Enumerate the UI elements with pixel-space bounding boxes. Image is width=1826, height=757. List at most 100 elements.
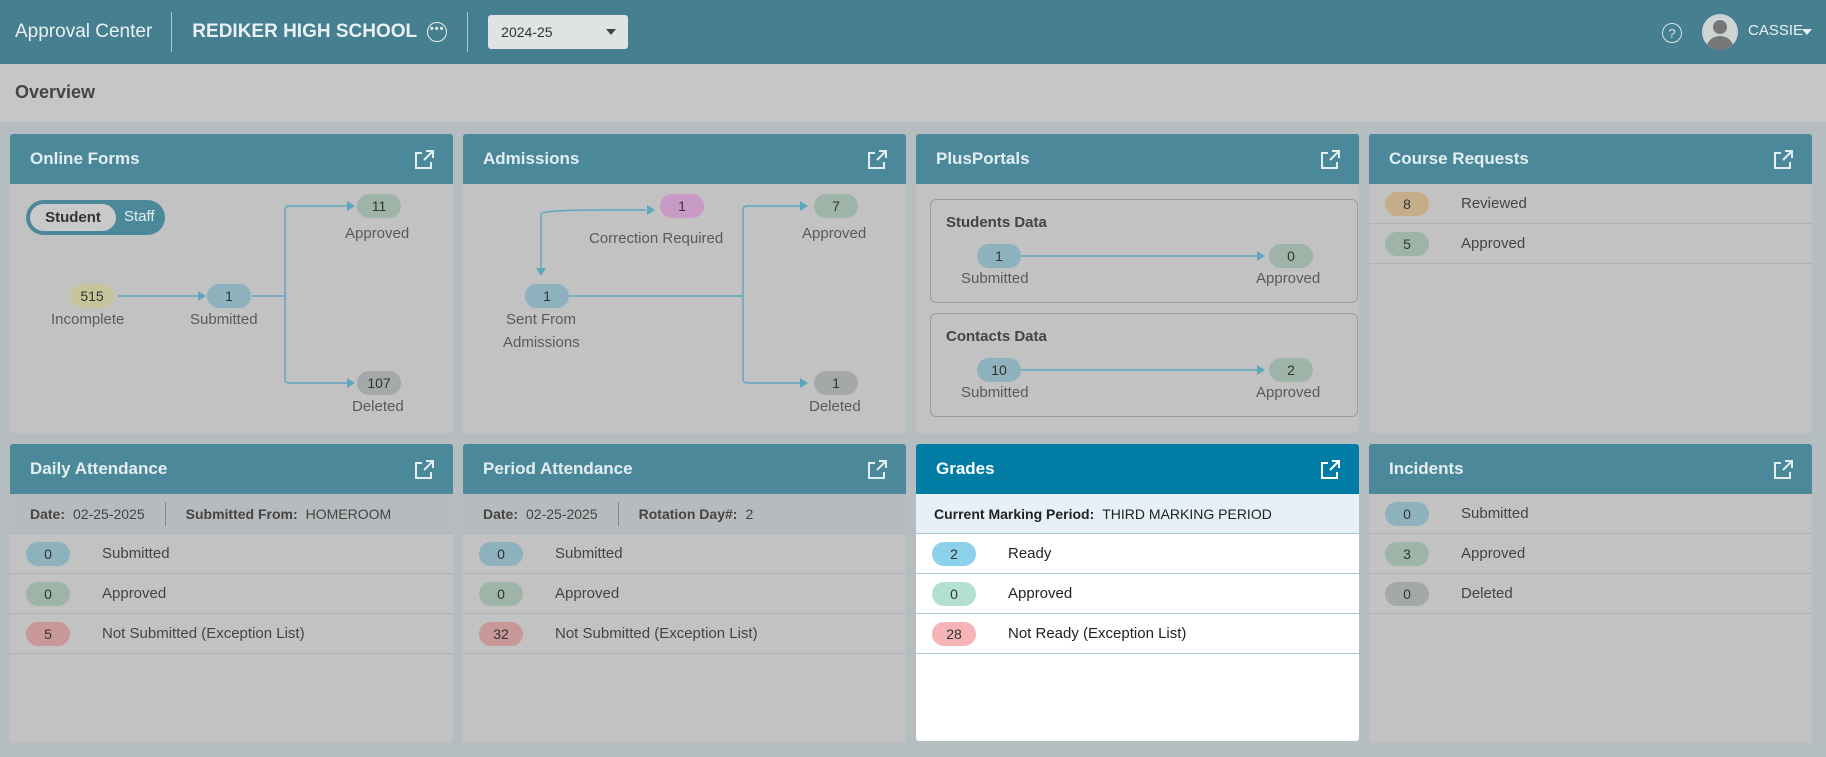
list-item-submitted[interactable]: 0 Submitted xyxy=(1369,494,1812,534)
incidents-panel: Incidents 0 Submitted 3 Approved 0 Delet… xyxy=(1369,444,1812,743)
students-submitted-count[interactable]: 1 xyxy=(977,244,1021,268)
open-external-icon[interactable] xyxy=(1772,459,1794,481)
approved-count[interactable]: 7 xyxy=(814,194,858,218)
contacts-approved-label: Approved xyxy=(1256,384,1321,401)
school-selector[interactable]: REDIKER HIGH SCHOOL ••• xyxy=(172,21,467,43)
toggle-staff[interactable]: Staff xyxy=(124,208,155,225)
panel-title: Course Requests xyxy=(1389,149,1529,168)
panel-title: Daily Attendance xyxy=(30,459,168,478)
approved-count[interactable]: 0 xyxy=(932,581,976,606)
user-menu-chevron-icon[interactable] xyxy=(1802,29,1812,35)
attendance-info-bar: Date: 02-25-2025 Rotation Day#: 2 xyxy=(463,494,906,534)
not-ready-count[interactable]: 28 xyxy=(932,621,976,646)
rotation-day-label: Rotation Day#: xyxy=(638,505,738,522)
panel-header: Admissions xyxy=(463,134,906,184)
student-staff-toggle[interactable]: Student Staff xyxy=(26,200,165,235)
list-item-submitted[interactable]: 0 Submitted xyxy=(463,534,906,574)
contacts-submitted-count[interactable]: 10 xyxy=(977,358,1021,382)
list-item-not-submitted[interactable]: 5 Not Submitted (Exception List) xyxy=(10,614,453,654)
user-name[interactable]: CASSIE xyxy=(1748,22,1804,39)
deleted-count[interactable]: 1 xyxy=(814,371,858,395)
list-item-approved[interactable]: 0 Approved xyxy=(10,574,453,614)
students-submitted-label: Submitted xyxy=(961,270,1029,287)
list-item-approved[interactable]: 0 Approved xyxy=(463,574,906,614)
list-item-ready[interactable]: 2 Ready xyxy=(916,534,1359,574)
list-item-not-submitted[interactable]: 32 Not Submitted (Exception List) xyxy=(463,614,906,654)
school-year-dropdown[interactable]: 2024-25 xyxy=(488,15,629,49)
deleted-count[interactable]: 0 xyxy=(1385,581,1429,606)
open-external-icon[interactable] xyxy=(1319,149,1341,171)
date-value: 02-25-2025 xyxy=(73,505,145,522)
open-external-icon[interactable] xyxy=(866,149,888,171)
list-item-deleted[interactable]: 0 Deleted xyxy=(1369,574,1812,614)
contacts-approved-count[interactable]: 2 xyxy=(1269,358,1313,382)
submitted-count[interactable]: 1 xyxy=(207,284,251,308)
approved-count[interactable]: 0 xyxy=(479,581,523,606)
panel-title: PlusPortals xyxy=(936,149,1030,168)
students-approved-count[interactable]: 0 xyxy=(1269,244,1313,268)
toggle-student[interactable]: Student xyxy=(30,204,116,231)
ready-count[interactable]: 2 xyxy=(932,541,976,566)
approved-count[interactable]: 5 xyxy=(1385,231,1429,256)
approved-label: Approved xyxy=(1008,585,1073,602)
plusportals-panel: PlusPortals Students Data 1 Submitted 0 … xyxy=(916,134,1359,433)
students-approved-label: Approved xyxy=(1256,270,1321,287)
sent-from-label: Sent From xyxy=(506,311,577,328)
submitted-count[interactable]: 0 xyxy=(1385,501,1429,526)
online-forms-panel: Online Forms Student Staff 515 Incomplet… xyxy=(10,134,453,433)
panel-header: Period Attendance xyxy=(463,444,906,494)
deleted-count[interactable]: 107 xyxy=(357,371,401,395)
not-submitted-count[interactable]: 5 xyxy=(26,621,70,646)
rotation-day-value: 2 xyxy=(745,505,754,522)
submitted-from-label: Submitted From: xyxy=(185,505,298,522)
school-name: REDIKER HIGH SCHOOL xyxy=(192,21,418,42)
app-title[interactable]: Approval Center xyxy=(15,21,153,42)
deleted-label: Deleted xyxy=(1461,585,1513,602)
overview-bar: Overview xyxy=(0,64,1826,123)
approved-count[interactable]: 3 xyxy=(1385,541,1429,566)
header-divider xyxy=(467,12,469,52)
more-options-icon[interactable]: ••• xyxy=(427,22,448,42)
top-navigation-bar: Approval Center REDIKER HIGH SCHOOL ••• … xyxy=(0,0,1826,64)
submitted-from-value: HOMEROOM xyxy=(305,505,392,522)
workflow-connectors xyxy=(118,201,355,388)
open-external-icon[interactable] xyxy=(1319,459,1341,481)
admissions-label: Admissions xyxy=(503,334,580,351)
list-item-not-ready[interactable]: 28 Not Ready (Exception List) xyxy=(916,614,1359,654)
submitted-count[interactable]: 0 xyxy=(26,541,70,566)
not-submitted-label: Not Submitted (Exception List) xyxy=(555,625,758,642)
daily-attendance-panel: Daily Attendance Date: 02-25-2025 Submit… xyxy=(10,444,453,743)
course-requests-panel: Course Requests 8 Reviewed 5 Approved xyxy=(1369,134,1812,433)
approved-label: Approved xyxy=(802,225,867,242)
sent-from-admissions-count[interactable]: 1 xyxy=(525,284,569,308)
list-item-approved[interactable]: 0 Approved xyxy=(916,574,1359,614)
list-item-approved[interactable]: 5 Approved xyxy=(1369,224,1812,264)
submitted-count[interactable]: 0 xyxy=(479,541,523,566)
contacts-data-box: Contacts Data 10 Submitted 2 Approved xyxy=(930,313,1358,417)
open-external-icon[interactable] xyxy=(866,459,888,481)
reviewed-count[interactable]: 8 xyxy=(1385,191,1429,216)
not-submitted-count[interactable]: 32 xyxy=(479,621,523,646)
submitted-label: Submitted xyxy=(555,545,623,562)
panel-header: Grades xyxy=(916,444,1359,494)
ready-label: Ready xyxy=(1008,545,1052,562)
open-external-icon[interactable] xyxy=(413,459,435,481)
list-item-approved[interactable]: 3 Approved xyxy=(1369,534,1812,574)
approved-count[interactable]: 0 xyxy=(26,581,70,606)
open-external-icon[interactable] xyxy=(1772,149,1794,171)
correction-required-count[interactable]: 1 xyxy=(660,194,704,218)
list-item-reviewed[interactable]: 8 Reviewed xyxy=(1369,184,1812,224)
open-external-icon[interactable] xyxy=(413,149,435,171)
approved-count[interactable]: 11 xyxy=(357,194,401,218)
incomplete-count[interactable]: 515 xyxy=(70,284,114,308)
info-divider xyxy=(164,501,166,526)
list-item-submitted[interactable]: 0 Submitted xyxy=(10,534,453,574)
help-icon[interactable]: ? xyxy=(1662,23,1682,43)
approved-label: Approved xyxy=(1461,235,1526,252)
deleted-label: Deleted xyxy=(809,398,861,415)
panel-header: Incidents xyxy=(1369,444,1812,494)
marking-period-label: Current Marking Period: xyxy=(934,505,1095,522)
panel-header: Daily Attendance xyxy=(10,444,453,494)
user-avatar[interactable] xyxy=(1702,14,1738,50)
panel-title: Grades xyxy=(936,459,995,478)
